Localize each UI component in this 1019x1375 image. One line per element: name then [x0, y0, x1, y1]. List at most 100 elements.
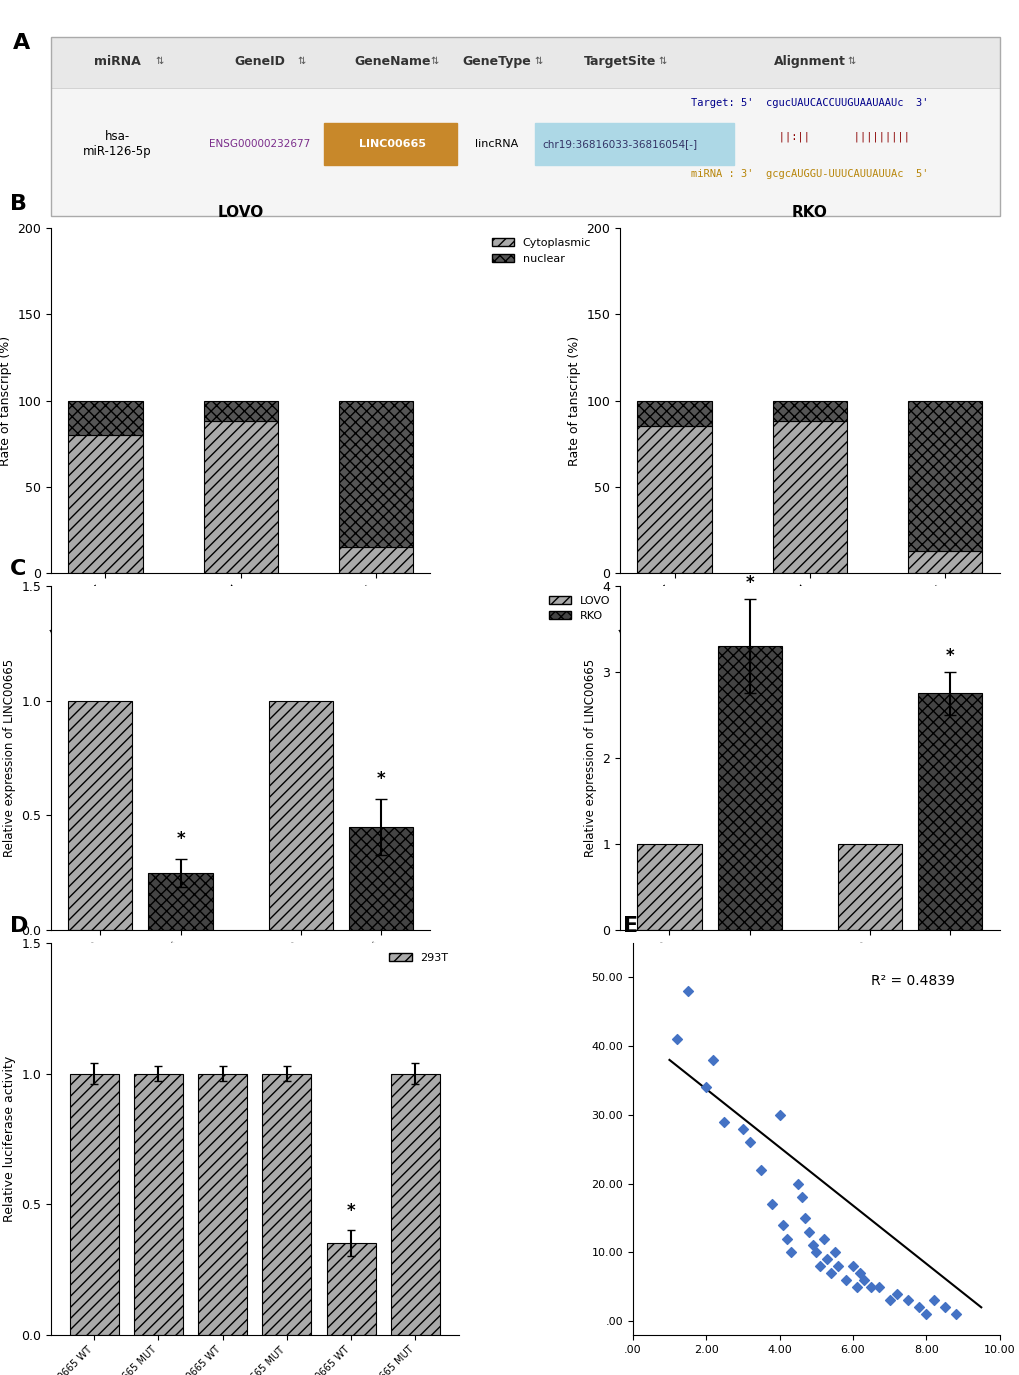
Point: [763, 1194, 780, 1216]
Point: [793, 1187, 809, 1209]
Point: [862, 1276, 878, 1298]
Text: C: C: [10, 558, 26, 579]
Text: ||:||       |||||||||: ||:|| |||||||||: [709, 131, 909, 142]
Bar: [269, 700, 332, 931]
Text: A: A: [13, 33, 31, 54]
Point: [734, 1118, 750, 1140]
Point: [705, 1049, 721, 1071]
Point: [910, 1297, 926, 1319]
Bar: [262, 1074, 311, 1335]
Text: chr19:36816033-36816054[-]: chr19:36816033-36816054[-]: [542, 139, 697, 148]
Text: D: D: [10, 916, 29, 936]
FancyBboxPatch shape: [324, 124, 457, 165]
Point: [837, 1269, 853, 1291]
Point: [917, 1304, 933, 1326]
Text: E: E: [622, 916, 637, 936]
Text: GeneType: GeneType: [462, 55, 531, 67]
Bar: [907, 550, 981, 573]
Point: [774, 1214, 791, 1236]
Bar: [717, 646, 781, 931]
Point: [800, 1221, 816, 1243]
Bar: [338, 547, 413, 573]
Point: [796, 1207, 812, 1229]
Text: *: *: [745, 573, 753, 591]
FancyBboxPatch shape: [51, 37, 999, 88]
Point: [782, 1242, 798, 1264]
Point: [777, 1228, 794, 1250]
Point: [855, 1269, 871, 1291]
Point: [668, 1028, 685, 1050]
Text: ENSG00000232677: ENSG00000232677: [209, 139, 310, 148]
Point: [888, 1283, 904, 1305]
Point: [880, 1290, 897, 1312]
Point: [848, 1276, 864, 1298]
Text: lincRNA: lincRNA: [475, 139, 518, 148]
Text: ⇅: ⇅: [847, 56, 855, 66]
Point: [814, 1228, 830, 1250]
Bar: [68, 400, 143, 434]
Point: [829, 1255, 846, 1277]
Bar: [637, 400, 711, 426]
Y-axis label: Rate of tanscript (%): Rate of tanscript (%): [0, 336, 12, 466]
Point: [818, 1248, 835, 1270]
Point: [924, 1290, 941, 1312]
Point: [715, 1111, 732, 1133]
Text: TargetSite: TargetSite: [584, 55, 655, 67]
Text: ⇅: ⇅: [534, 56, 542, 66]
Point: [811, 1255, 827, 1277]
Point: [851, 1262, 867, 1284]
Point: [869, 1276, 886, 1298]
Text: GeneID: GeneID: [234, 55, 285, 67]
Bar: [338, 400, 413, 547]
Text: *: *: [176, 829, 184, 847]
Text: ⇅: ⇅: [298, 56, 306, 66]
Bar: [68, 700, 132, 931]
Bar: [917, 693, 981, 931]
Text: *: *: [346, 1202, 356, 1220]
Bar: [198, 1074, 247, 1335]
Point: [804, 1235, 820, 1257]
Text: *: *: [376, 770, 385, 788]
Bar: [204, 421, 277, 573]
Bar: [772, 421, 846, 573]
Point: [844, 1255, 860, 1277]
Bar: [772, 400, 846, 421]
Point: [899, 1290, 915, 1312]
Point: [947, 1304, 963, 1326]
Title: LOVO: LOVO: [217, 205, 264, 220]
FancyBboxPatch shape: [534, 124, 734, 165]
Bar: [133, 1074, 182, 1335]
Point: [825, 1242, 842, 1264]
Point: [789, 1173, 805, 1195]
Text: ⇅: ⇅: [657, 56, 665, 66]
Bar: [149, 873, 212, 931]
Bar: [69, 1074, 118, 1335]
Title: RKO: RKO: [791, 205, 827, 220]
Legend: LOVO, RKO: LOVO, RKO: [543, 591, 614, 626]
Y-axis label: Relative luciferase activity: Relative luciferase activity: [3, 1056, 15, 1222]
Point: [752, 1159, 768, 1181]
Point: [807, 1242, 823, 1264]
Text: miRNA: miRNA: [94, 55, 141, 67]
Legend: 293T: 293T: [384, 949, 452, 968]
Text: ⇅: ⇅: [155, 56, 163, 66]
Y-axis label: Relative expression of LINC00665: Relative expression of LINC00665: [583, 659, 596, 857]
Point: [822, 1262, 839, 1284]
Bar: [838, 844, 901, 931]
Text: GeneName: GeneName: [354, 55, 430, 67]
Point: [770, 1104, 787, 1126]
Bar: [637, 426, 711, 573]
Y-axis label: Rate of tanscript (%): Rate of tanscript (%): [568, 336, 581, 466]
Point: [679, 980, 695, 1002]
Bar: [68, 434, 143, 573]
FancyBboxPatch shape: [51, 88, 999, 216]
Text: B: B: [10, 194, 28, 214]
Y-axis label: Relative expression of LINC00665: Relative expression of LINC00665: [3, 659, 15, 857]
Bar: [204, 400, 277, 421]
Bar: [390, 1074, 439, 1335]
Point: [697, 1077, 713, 1099]
Bar: [348, 826, 413, 931]
Bar: [907, 400, 981, 550]
Text: miRNA : 3'  gcgcAUGGU-UUUCAUUAUUAc  5': miRNA : 3' gcgcAUGGU-UUUCAUUAUUAc 5': [691, 169, 927, 179]
Point: [741, 1132, 757, 1154]
